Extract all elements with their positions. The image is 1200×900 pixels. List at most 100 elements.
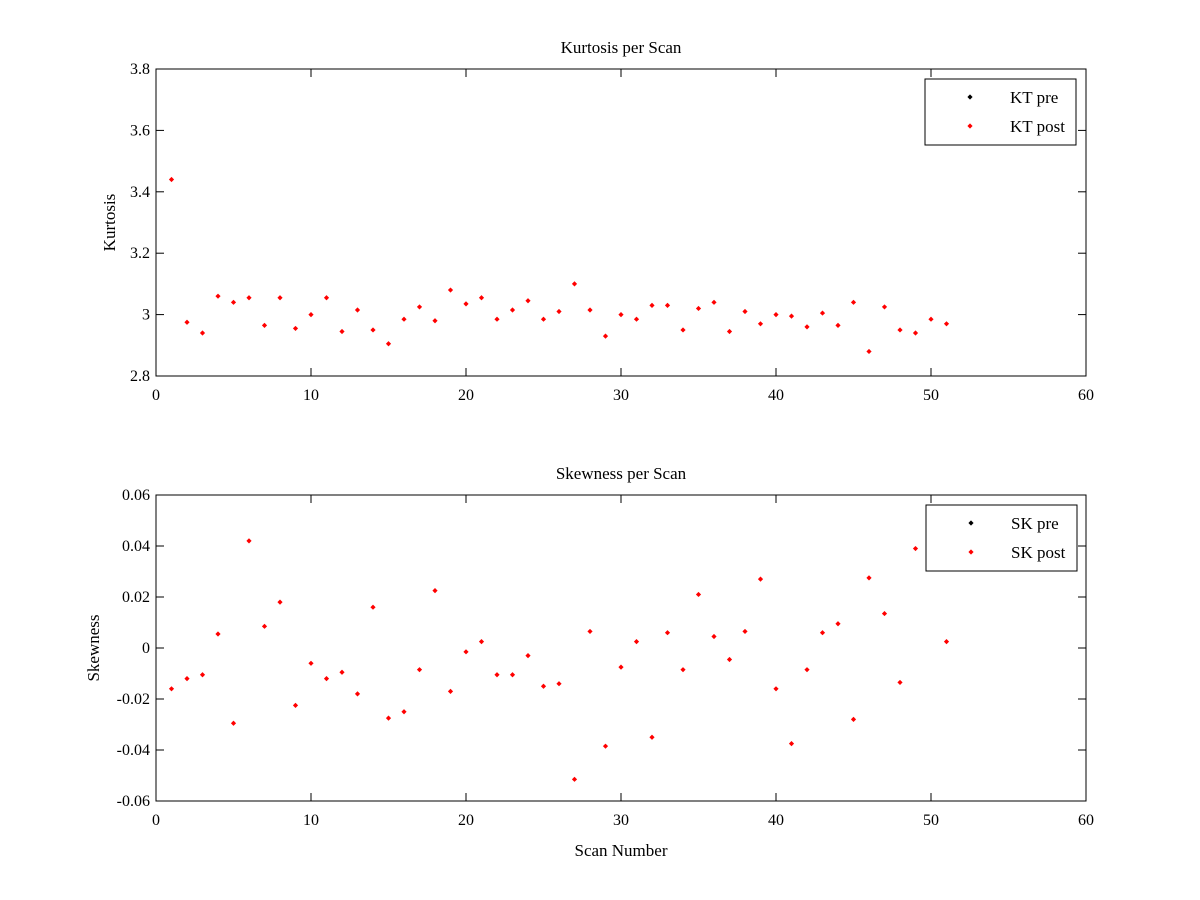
x-tick-label: 40 xyxy=(768,812,784,829)
legend-entry: KT pre xyxy=(1010,88,1058,107)
data-point xyxy=(556,681,562,687)
y-tick-label: 0.04 xyxy=(122,538,150,555)
data-point xyxy=(215,631,221,637)
data-point xyxy=(184,319,190,325)
legend-entry: SK post xyxy=(1011,543,1066,562)
y-tick-label: 0.06 xyxy=(122,487,150,504)
x-tick-label: 0 xyxy=(152,812,160,829)
data-point xyxy=(618,312,624,318)
y-tick-label: -0.04 xyxy=(117,742,150,759)
data-point xyxy=(525,653,531,659)
data-point xyxy=(323,295,330,301)
data-point xyxy=(757,576,764,582)
data-point xyxy=(742,308,748,315)
data-point xyxy=(649,302,655,308)
y-tick-label: 3.4 xyxy=(130,184,150,201)
legend-box xyxy=(925,504,1078,572)
data-point xyxy=(463,301,469,307)
data-point xyxy=(850,716,857,722)
data-point xyxy=(416,667,423,673)
data-point xyxy=(571,281,578,287)
data-point xyxy=(835,621,841,627)
data-point xyxy=(447,287,454,293)
data-point xyxy=(897,679,903,686)
data-point xyxy=(215,293,221,299)
data-point xyxy=(168,176,175,183)
y-tick-label: 3 xyxy=(142,307,150,324)
x-tick-label: 60 xyxy=(1078,387,1094,404)
series-post xyxy=(168,176,950,355)
data-point xyxy=(633,316,640,322)
legend-marker xyxy=(968,549,974,555)
data-point xyxy=(618,664,624,670)
x-tick-label: 40 xyxy=(768,387,784,404)
data-point xyxy=(199,672,206,678)
data-point xyxy=(354,691,361,697)
data-point xyxy=(587,628,593,635)
data-point xyxy=(168,686,175,692)
data-point xyxy=(680,327,686,333)
chart-kurtosis: 0 10 20 30 40 50 60 2.8 3 3.2 3.4 3.6 3.8 Kurtosis pe… xyxy=(100,38,1094,404)
data-point xyxy=(664,302,671,308)
data-point xyxy=(943,639,950,645)
data-point xyxy=(711,299,717,305)
data-point xyxy=(432,318,438,324)
data-point xyxy=(912,330,919,336)
legend-box xyxy=(924,78,1077,146)
x-axis-label: Scan Number xyxy=(574,841,667,860)
y-axis-label: Kurtosis xyxy=(100,194,119,252)
data-point xyxy=(928,316,934,322)
data-point xyxy=(463,649,469,655)
x-tick-label: 30 xyxy=(613,387,629,404)
data-point xyxy=(385,715,392,721)
x-tick-label: 10 xyxy=(303,387,319,404)
data-point xyxy=(230,720,237,726)
data-point xyxy=(742,628,748,635)
x-tick-label: 0 xyxy=(152,387,160,404)
data-point xyxy=(788,741,795,747)
y-tick-label: 0 xyxy=(142,640,150,657)
data-point xyxy=(277,295,283,301)
data-point xyxy=(308,660,314,666)
data-point xyxy=(385,341,392,347)
data-point xyxy=(757,321,764,327)
data-point xyxy=(478,639,485,645)
data-point xyxy=(494,316,500,322)
legend-entry: SK pre xyxy=(1011,514,1059,533)
data-point xyxy=(184,676,190,682)
data-point xyxy=(230,299,237,305)
data-point xyxy=(819,310,826,316)
chart-skewness: 0 10 20 30 40 50 60 -0.06 -0.04 -0.02 0 0.02 0.04 0.0… xyxy=(84,464,1094,860)
y-tick-label: 2.8 xyxy=(130,368,150,385)
chart-title: Skewness per Scan xyxy=(556,464,687,483)
data-point xyxy=(292,325,299,332)
data-point xyxy=(432,588,438,594)
y-tick-label: 3.2 xyxy=(130,245,150,262)
legend-marker xyxy=(967,123,973,129)
legend: SK pre SK post xyxy=(925,504,1078,572)
data-point xyxy=(897,327,903,333)
data-point xyxy=(199,330,206,336)
data-point xyxy=(649,734,655,740)
data-point xyxy=(571,776,578,782)
data-point xyxy=(850,299,857,305)
data-point xyxy=(540,683,547,689)
y-axis-label: Skewness xyxy=(84,614,103,681)
data-point xyxy=(246,538,252,544)
data-point xyxy=(478,295,485,301)
legend: KT pre KT post xyxy=(924,78,1077,146)
data-point xyxy=(695,305,702,312)
data-point xyxy=(246,295,252,301)
x-tick-label: 50 xyxy=(923,387,939,404)
data-point xyxy=(773,312,779,318)
legend-marker xyxy=(968,520,974,526)
data-point xyxy=(416,304,423,310)
data-point xyxy=(354,307,361,313)
data-point xyxy=(866,348,872,355)
data-point xyxy=(804,324,810,330)
data-point xyxy=(339,328,345,335)
data-point xyxy=(587,307,593,313)
x-tick-label: 20 xyxy=(458,387,474,404)
legend-entry: KT post xyxy=(1010,117,1065,136)
data-point xyxy=(726,328,733,335)
